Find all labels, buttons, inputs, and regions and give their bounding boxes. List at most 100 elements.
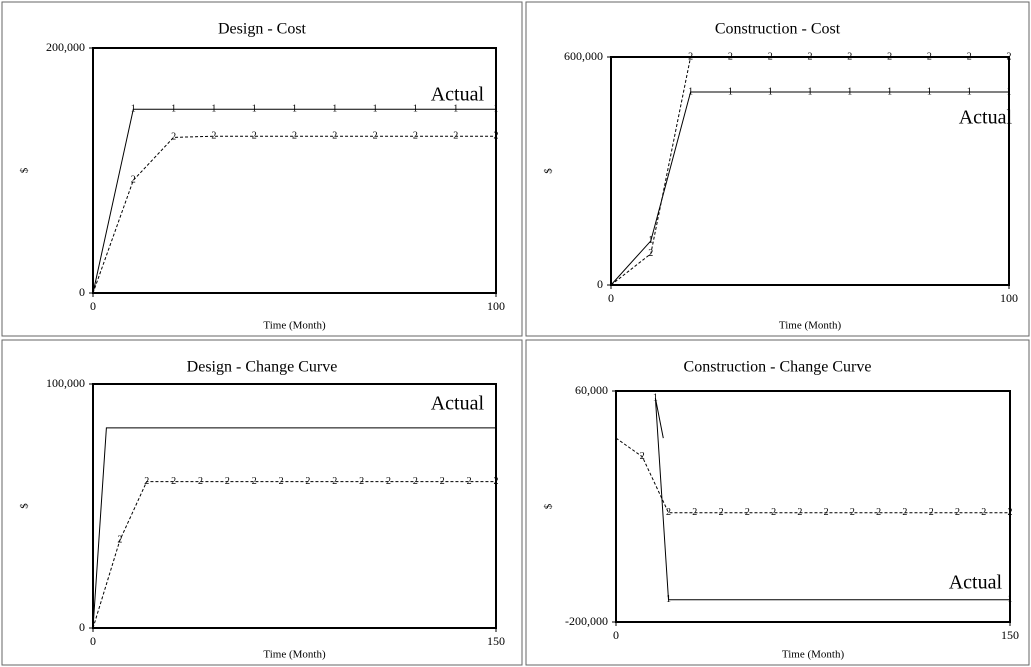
- series-marker: 2: [824, 507, 829, 518]
- y-tick-label: 200,000: [46, 40, 85, 54]
- chart-title: Design - Change Curve: [187, 359, 338, 376]
- series-marker: 1: [847, 86, 852, 97]
- annotation: Actual: [431, 393, 485, 415]
- x-tick-label: 150: [1001, 628, 1019, 642]
- x-axis-label: Time (Month): [782, 649, 845, 661]
- series-marker: 1: [211, 104, 216, 115]
- series-marker: 2: [279, 476, 284, 487]
- series-marker: 1: [666, 594, 671, 605]
- series-marker: 2: [252, 130, 257, 141]
- series-marker: 2: [386, 476, 391, 487]
- x-tick-label: 0: [613, 628, 619, 642]
- y-tick-label: 0: [79, 285, 85, 299]
- y-tick-label: -200,000: [565, 614, 608, 628]
- series-marker: 2: [332, 476, 337, 487]
- series-marker: 2: [467, 476, 472, 487]
- y-axis-label: $: [19, 167, 31, 173]
- series-marker: 1: [927, 86, 932, 97]
- x-tick-label: 100: [1000, 291, 1018, 305]
- series-marker: 2: [413, 476, 418, 487]
- series-marker: 1: [292, 104, 297, 115]
- series-marker: 2: [955, 507, 960, 518]
- series-line: [92, 108, 496, 294]
- y-tick-label: 60,000: [575, 383, 608, 397]
- series-marker: 2: [305, 476, 310, 487]
- annotation: Actual: [431, 84, 485, 106]
- y-axis-label: $: [19, 503, 31, 509]
- chart-title: Design - Cost: [218, 21, 307, 38]
- chart-title: Construction - Change Curve: [684, 359, 872, 376]
- annotation: Actual: [959, 107, 1013, 129]
- series-line: [615, 437, 1010, 514]
- series-marker: 2: [850, 507, 855, 518]
- x-tick-label: 0: [90, 299, 96, 313]
- series-marker: 2: [171, 476, 176, 487]
- chart-title: Construction - Cost: [715, 21, 841, 38]
- series-line: [610, 91, 1009, 286]
- x-tick-label: 0: [90, 634, 96, 648]
- series-marker: 1: [648, 235, 653, 246]
- annotation: Actual: [949, 572, 1003, 594]
- plot-frame: [615, 390, 1011, 623]
- series-marker: 2: [453, 130, 458, 141]
- series-marker: 2: [144, 476, 149, 487]
- y-tick-label: 0: [597, 277, 603, 291]
- series-marker: 2: [292, 130, 297, 141]
- series-marker: 2: [929, 507, 934, 518]
- series-marker: 2: [373, 130, 378, 141]
- series-marker: 2: [640, 451, 645, 462]
- series-marker: 2: [332, 130, 337, 141]
- series-marker: 2: [745, 507, 750, 518]
- x-tick-label: 100: [487, 299, 505, 313]
- y-tick-label: 100,000: [46, 376, 85, 390]
- series-marker: 2: [648, 248, 653, 259]
- series-marker: 1: [728, 86, 733, 97]
- series-marker: 2: [902, 507, 907, 518]
- y-tick-label: 0: [79, 620, 85, 634]
- series-line: [654, 398, 1010, 601]
- series-marker: 2: [666, 507, 671, 518]
- x-axis-label: Time (Month): [263, 320, 326, 332]
- series-marker: 1: [332, 104, 337, 115]
- series-marker: 1: [413, 104, 418, 115]
- series-line: [92, 427, 496, 629]
- series-marker: 2: [413, 130, 418, 141]
- series-line: [92, 135, 496, 294]
- series-line: [92, 481, 496, 629]
- y-axis-label: $: [543, 168, 555, 174]
- series-marker: 1: [373, 104, 378, 115]
- plot-frame: [92, 383, 497, 629]
- x-axis-label: Time (Month): [263, 649, 326, 661]
- series-marker: 1: [171, 104, 176, 115]
- series-marker: 2: [225, 476, 230, 487]
- series-marker: 1: [808, 86, 813, 97]
- series-marker: 2: [876, 507, 881, 518]
- series-marker: 2: [981, 507, 986, 518]
- panel-frame: [525, 339, 1030, 666]
- series-marker: 1: [252, 104, 257, 115]
- series-marker: 2: [359, 476, 364, 487]
- series-marker: 1: [131, 104, 136, 115]
- plot-frame: [92, 47, 497, 294]
- panel-frame: [1, 339, 523, 666]
- y-tick-label: 600,000: [564, 49, 603, 63]
- series-marker: 2: [719, 507, 724, 518]
- x-axis-label: Time (Month): [779, 320, 842, 332]
- panel-frame: [525, 1, 1030, 337]
- panel-frame: [1, 1, 523, 337]
- series-marker: 1: [768, 86, 773, 97]
- series-marker: 2: [211, 130, 216, 141]
- series-marker: 1: [653, 392, 658, 403]
- series-marker: 2: [252, 476, 257, 487]
- series-marker: 2: [440, 476, 445, 487]
- series-marker: 2: [131, 175, 136, 186]
- series-marker: 2: [797, 507, 802, 518]
- series-marker: 1: [453, 104, 458, 115]
- series-marker: 1: [688, 86, 693, 97]
- series-marker: 2: [692, 507, 697, 518]
- series-marker: 2: [117, 534, 122, 545]
- series-marker: 2: [771, 507, 776, 518]
- y-axis-label: $: [543, 503, 555, 509]
- x-tick-label: 150: [487, 634, 505, 648]
- series-marker: 2: [171, 132, 176, 143]
